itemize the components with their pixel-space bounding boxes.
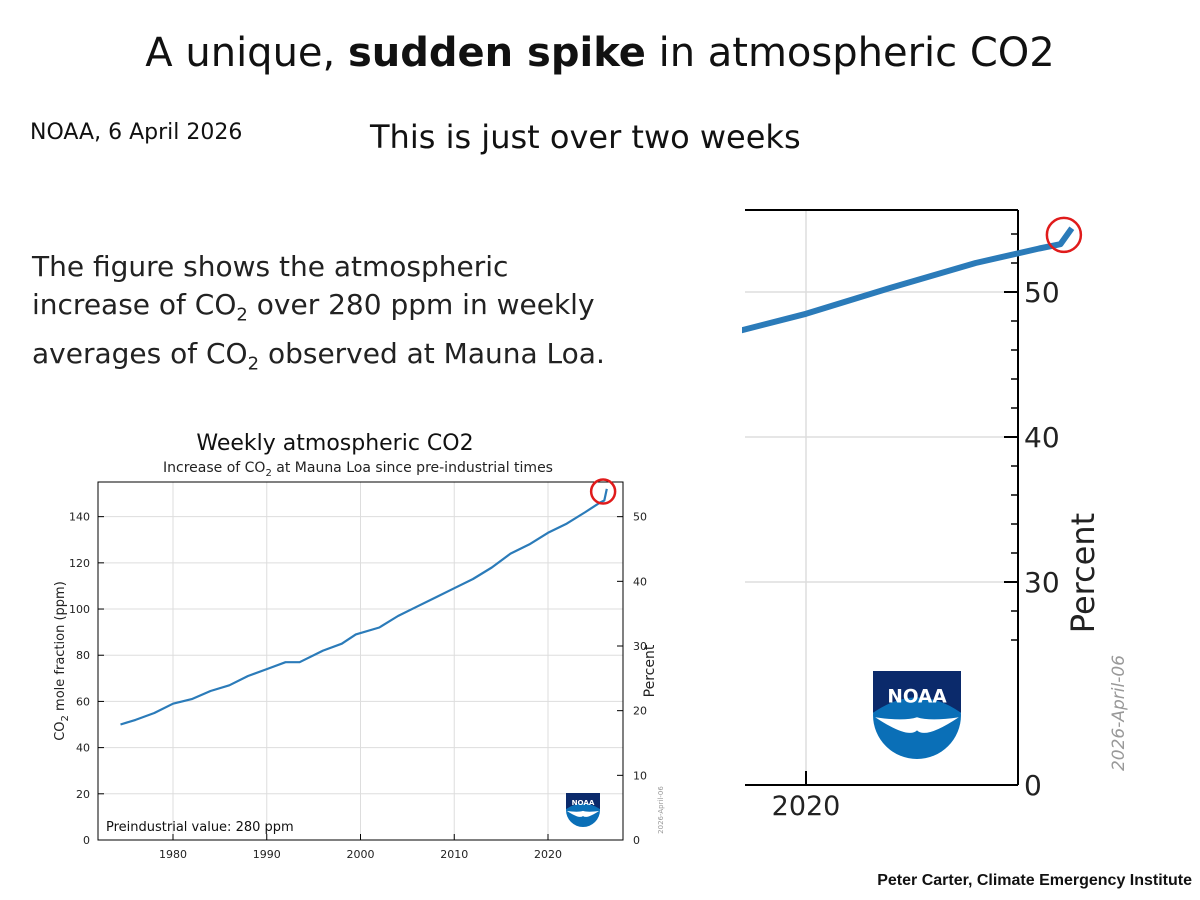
x-tick-label: 2020 xyxy=(534,848,562,861)
chart-title: Weekly atmospheric CO2 xyxy=(196,431,473,456)
y2-tick-label: 40 xyxy=(633,575,647,588)
spike-highlight-circle xyxy=(589,478,617,505)
y-tick-label: 80 xyxy=(76,649,90,662)
co2-series-line xyxy=(120,488,608,726)
chart-subtitle: Increase of CO2 at Mauna Loa since pre-i… xyxy=(163,460,553,479)
slide-subtitle: This is just over two weeks xyxy=(370,118,801,156)
y-axis-label: CO2 mole fraction (ppm) xyxy=(53,581,71,741)
y2-tick-label: 10 xyxy=(633,769,647,782)
chart-subtitle-pre: Increase of CO xyxy=(163,460,265,476)
noaa-logo-bird xyxy=(875,717,959,733)
slide-title: A unique, sudden spike in atmospheric CO… xyxy=(0,30,1200,76)
y-tick-label: 20 xyxy=(76,788,90,801)
noaa-logo-text: NOAA xyxy=(887,687,947,708)
y2-axis-label: Percent xyxy=(642,644,658,697)
source-label: NOAA, 6 April 2026 xyxy=(30,120,243,145)
y2-tick-label: 30 xyxy=(1024,566,1060,599)
y-tick-label: 60 xyxy=(76,695,90,708)
desc-part3: observed at Mauna Loa. xyxy=(259,336,605,370)
spike-highlight-circle xyxy=(1045,216,1083,254)
desc-part1: The figure shows the atmospheric increas… xyxy=(32,250,509,321)
y-axis-label-pre: CO xyxy=(53,721,68,740)
x-tick-label: 2000 xyxy=(347,848,375,861)
noaa-logo: NOAA xyxy=(566,793,600,827)
title-comma: , xyxy=(322,30,336,76)
preindustrial-annotation: Preindustrial value: 280 ppm xyxy=(106,820,294,835)
y-axis-label-sub: 2 xyxy=(60,715,71,721)
date-stamp: 2026-April-06 xyxy=(657,786,665,834)
chart-subtitle-sub: 2 xyxy=(265,468,271,479)
x-tick-label: 1980 xyxy=(159,848,187,861)
y-tick-label: 0 xyxy=(83,834,90,847)
desc-sub2: 2 xyxy=(247,353,260,375)
y2-tick-label: 30 xyxy=(633,640,647,653)
y2-tick-label: 40 xyxy=(1024,421,1060,454)
x-tick-label: 2020 xyxy=(772,791,841,822)
x-tick-label: 2010 xyxy=(440,848,468,861)
credit-text: Peter Carter, Climate Emergency Institut… xyxy=(877,872,1192,889)
desc-sub1: 2 xyxy=(236,304,248,326)
x-tick-label: 1990 xyxy=(253,848,281,861)
noaa-logo-top xyxy=(566,793,600,810)
title-bold-text: sudden spike xyxy=(347,30,646,76)
noaa-logo-text: NOAA xyxy=(572,798,595,807)
title-text-end: in atmospheric CO2 xyxy=(645,30,1055,76)
title-text-start: A unique xyxy=(145,30,323,76)
y-tick-label: 120 xyxy=(69,557,90,570)
noaa-logo-bird xyxy=(566,810,600,817)
date-stamp: 2026-April-06 xyxy=(1109,655,1129,771)
y2-tick-label: 20 xyxy=(633,705,647,718)
y-axis-label-post: mole fraction (ppm) xyxy=(53,581,68,715)
desc-part2: over 280 ppm in weekly averages of CO xyxy=(32,288,595,370)
y-tick-label: 40 xyxy=(76,742,90,755)
y2-tick-label: 0 xyxy=(633,834,640,847)
y-tick-label: 100 xyxy=(69,603,90,616)
y2-tick-label: 50 xyxy=(633,511,647,524)
y2-axis-label: Percent xyxy=(1064,513,1102,633)
y2-tick-label: 0 xyxy=(1024,769,1042,802)
noaa-logo: NOAA xyxy=(873,671,961,759)
description-text: The figure shows the atmospheric increas… xyxy=(32,248,632,383)
y2-tick-label: 50 xyxy=(1024,276,1060,309)
chart-subtitle-post: at Mauna Loa since pre-industrial times xyxy=(272,460,553,476)
zoomed-co2-chart: 2020 0 30 40 50 Percent NOAA 2026-April-06 xyxy=(742,209,1129,822)
noaa-logo-top xyxy=(873,671,961,713)
y-tick-label: 140 xyxy=(69,511,90,524)
co2-series-line xyxy=(742,226,1075,334)
